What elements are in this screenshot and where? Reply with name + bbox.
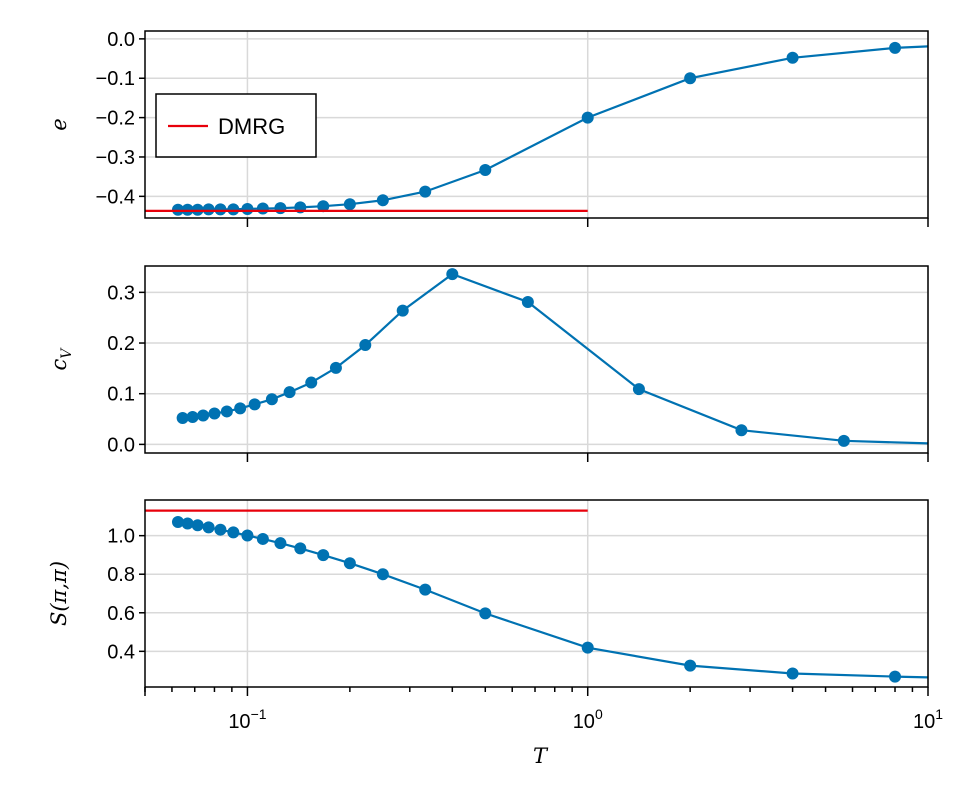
data-point: [171, 515, 184, 528]
plot-frame: [144, 499, 929, 688]
data-point: [241, 202, 254, 215]
data-point: [220, 405, 233, 418]
data-point: [181, 203, 194, 216]
data-point: [343, 198, 356, 211]
data-point: [521, 295, 534, 308]
data-point: [208, 407, 221, 420]
data-point: [735, 424, 748, 437]
e-axis-label: e: [47, 118, 71, 130]
grid: [145, 500, 929, 687]
data-point: [446, 268, 459, 281]
x-tick-label: 10−1: [228, 706, 266, 733]
series-line: [177, 520, 929, 679]
data-point: [305, 376, 318, 389]
data-point: [889, 41, 902, 54]
data-point: [294, 542, 307, 555]
grid: [145, 266, 929, 453]
data-point: [214, 203, 227, 216]
data-point: [234, 402, 247, 415]
y-tick-label: 0.6: [107, 603, 135, 625]
data-point: [684, 659, 697, 672]
data-point: [684, 72, 697, 85]
data-point: [786, 667, 799, 680]
data-point: [376, 194, 389, 207]
data-series: [171, 515, 929, 683]
energy-panel: 0.0 −0.1 −0.2 −0.3 −0.4 e DMRG: [47, 29, 929, 227]
data-series: [171, 41, 929, 216]
structure-factor-panel: 0.4 0.6 0.8 1.0 S(π,π) 10−1 100 101: [47, 499, 943, 733]
data-point: [317, 200, 330, 213]
data-point: [343, 557, 356, 570]
data-point: [581, 641, 594, 654]
data-point: [191, 519, 204, 532]
data-point: [256, 532, 269, 545]
data-series: [176, 268, 929, 447]
data-point: [786, 51, 799, 64]
data-point: [479, 607, 492, 620]
data-point: [396, 304, 409, 317]
data-point: [889, 670, 902, 683]
data-point: [214, 523, 227, 536]
x-tick-label: 101: [913, 706, 943, 733]
plot-frame: [144, 265, 929, 454]
data-point: [176, 412, 189, 425]
data-point: [274, 202, 287, 215]
data-point: [265, 393, 278, 406]
data-point: [171, 203, 184, 216]
data-point: [197, 409, 210, 422]
x-axis-label: T: [533, 744, 549, 768]
y-tick-label: 0.4: [107, 641, 135, 663]
data-point: [479, 163, 492, 176]
data-point: [191, 203, 204, 216]
data-point: [202, 521, 215, 534]
data-point: [632, 383, 645, 396]
plot-frame: [144, 30, 929, 219]
data-point: [359, 339, 372, 352]
data-point: [227, 526, 240, 539]
data-point: [317, 549, 330, 562]
legend: DMRG: [155, 93, 317, 158]
y-tick-label: 1.0: [107, 526, 135, 548]
y-tick-label: 0.0: [107, 29, 135, 51]
data-point: [256, 202, 269, 215]
y-tick-label: 0.0: [107, 434, 135, 456]
data-point: [274, 537, 287, 550]
y-tick-label: −0.4: [96, 186, 135, 208]
y-tick-label: 0.1: [107, 384, 135, 406]
x-tick-label: 100: [573, 706, 603, 733]
data-point: [419, 185, 432, 198]
y-tick-label: 0.3: [107, 282, 135, 304]
cv-axis-label: cV: [47, 347, 75, 371]
data-point: [227, 203, 240, 216]
data-point: [419, 583, 432, 596]
data-point: [241, 529, 254, 542]
y-tick-label: −0.1: [96, 68, 135, 90]
data-point: [181, 517, 194, 530]
legend-label: DMRG: [218, 114, 285, 139]
data-point: [186, 411, 199, 424]
structure-factor-axis-label: S(π,π): [47, 561, 71, 626]
data-point: [837, 434, 850, 447]
data-point: [202, 203, 215, 216]
y-tick-label: −0.2: [96, 108, 135, 130]
data-point: [248, 398, 261, 411]
y-tick-label: 0.2: [107, 333, 135, 355]
y-tick-label: −0.3: [96, 147, 135, 169]
data-point: [376, 568, 389, 581]
data-point: [329, 361, 342, 374]
series-line: [182, 272, 929, 445]
y-tick-label: 0.8: [107, 564, 135, 586]
specific-heat-panel: 0.0 0.1 0.2 0.3 cV: [47, 265, 929, 462]
data-point: [283, 386, 296, 399]
data-point: [581, 111, 594, 124]
